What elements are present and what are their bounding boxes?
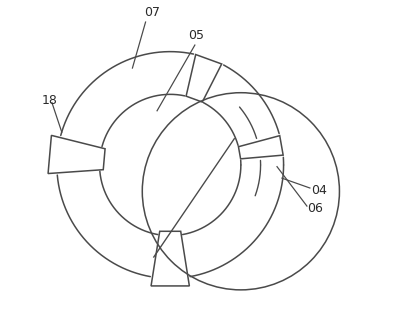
Text: 06: 06 bbox=[308, 202, 323, 215]
Text: 04: 04 bbox=[311, 184, 327, 197]
Text: 05: 05 bbox=[188, 29, 204, 43]
Text: 18: 18 bbox=[42, 94, 58, 108]
Text: 07: 07 bbox=[144, 6, 160, 19]
